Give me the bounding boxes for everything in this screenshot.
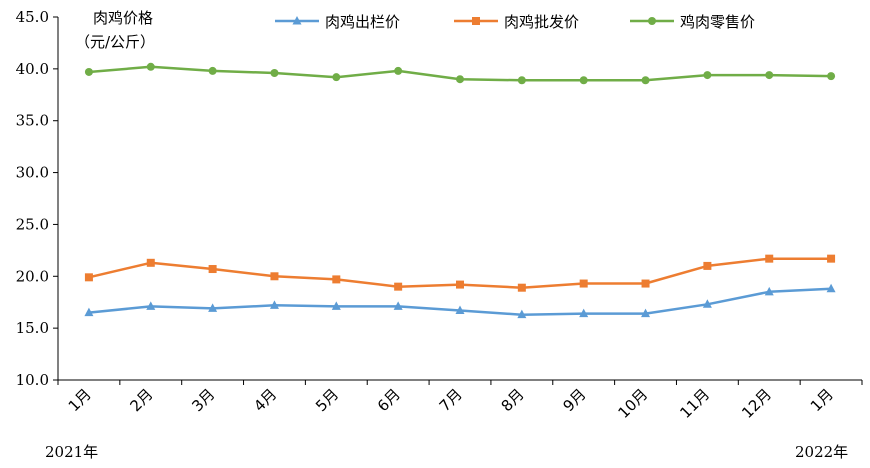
data-point [146,301,156,310]
data-point [456,280,464,289]
data-point [331,301,341,310]
year-start-label: 2021年 [45,443,98,461]
data-point [764,286,774,296]
data-point [517,309,527,319]
legend: 肉鸡出栏价 肉鸡批发价 鸡肉零售价 [275,13,755,31]
data-point [208,66,217,75]
x-tick-label: 9月 [559,385,589,415]
data-point [765,71,774,80]
legend-label: 鸡肉零售价 [680,13,755,31]
data-point [456,75,464,84]
data-point [827,72,836,81]
data-point [702,299,712,308]
data-point [270,272,279,281]
legend-item: 鸡肉零售价 [630,13,755,31]
x-tick-label: 5月 [312,385,342,415]
x-tick-label: 7月 [436,385,466,415]
data-point [703,261,712,270]
data-point [641,76,650,85]
x-tick-label: 1月 [807,385,837,415]
y-tick-label: 35.0 [16,112,49,130]
data-point [393,301,403,310]
data-point [270,69,279,78]
y-axis-title-line2: （元/公斤） [75,33,155,51]
data-point [332,275,341,284]
data-point [332,73,341,82]
data-point [208,265,217,274]
y-tick-label: 45.0 [16,8,49,26]
data-point [394,66,403,75]
series [84,254,836,292]
y-tick-label: 25.0 [16,215,49,233]
data-point [146,258,155,267]
legend-label: 肉鸡出栏价 [325,13,400,31]
data-point [269,300,279,309]
series-layer [84,62,836,319]
y-tick-label: 20.0 [16,267,49,285]
data-point [827,254,836,263]
data-point [517,76,526,85]
legend-item: 肉鸡批发价 [454,13,579,31]
data-point [394,282,403,291]
x-tick-label: 12月 [738,385,775,422]
y-tick-label: 40.0 [16,60,49,78]
data-point [579,279,588,288]
x-ticks: 1月 2月 3月 4月 5月 6月 7月 8月 9月 10月 11月 12月 1月 [57,380,863,422]
y-tick-label: 30.0 [16,164,49,182]
x-tick-label: 1月 [65,385,95,415]
data-point [84,273,93,282]
data-point [641,279,650,288]
data-point [517,283,526,292]
x-tick-label: 6月 [374,385,404,415]
data-point [826,283,836,293]
x-tick-label: 4月 [250,385,280,415]
data-point [579,308,589,318]
y-tick-label: 10.0 [16,371,49,389]
data-point [84,307,94,317]
series [84,62,836,85]
y-tick-label: 15.0 [16,319,49,337]
legend-label: 肉鸡批发价 [504,13,579,31]
y-axis-title-line1: 肉鸡价格 [93,9,153,27]
legend-marker [648,17,656,25]
axes: 10.0 15.0 20.0 25.0 30.0 35.0 40.0 45.0 1月 2月 3月 4… [16,8,863,422]
data-point [765,254,774,263]
data-point [455,305,465,315]
x-tick-label: 11月 [676,385,713,422]
data-point [703,71,712,80]
legend-item: 肉鸡出栏价 [275,13,400,31]
legend-marker [292,16,302,25]
x-tick-label: 3月 [188,385,218,415]
data-point [208,303,218,312]
x-tick-label: 2月 [127,385,157,415]
x-tick-label: 8月 [498,385,528,415]
data-point [84,67,93,76]
series [84,283,836,319]
x-tick-label: 10月 [615,385,652,422]
year-end-label: 2022年 [795,443,848,461]
data-point [579,76,588,85]
data-point [146,62,155,71]
data-point [641,308,651,318]
y-ticks: 10.0 15.0 20.0 25.0 30.0 35.0 40.0 45.0 [16,8,58,389]
legend-marker [472,17,480,25]
